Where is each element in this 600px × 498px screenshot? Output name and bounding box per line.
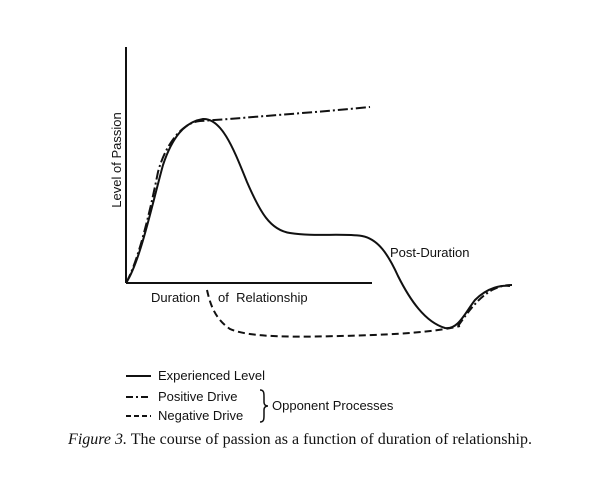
legend-brace <box>259 389 269 423</box>
legend-negative-label: Negative Drive <box>158 408 243 423</box>
x-axis-label-duration: Duration <box>151 290 200 305</box>
y-axis-label: Level of Passion <box>109 112 124 207</box>
experienced-level-curve <box>125 117 511 330</box>
legend-positive-label: Positive Drive <box>158 389 237 404</box>
x-axis-label-relationship: of Relationship <box>218 290 308 305</box>
positive-drive-curve <box>125 106 371 284</box>
figure-number: Figure 3. <box>68 431 127 448</box>
figure-caption: Figure 3. The course of passion as a fun… <box>0 431 600 449</box>
recovery-positive-curve <box>457 284 513 327</box>
caption-text: The course of passion as a function of d… <box>127 431 532 448</box>
post-duration-label: Post-Duration <box>390 245 469 260</box>
negative-drive-curve <box>206 289 461 338</box>
legend-opponent-label: Opponent Processes <box>272 398 394 413</box>
legend-experienced-label: Experienced Level <box>158 368 265 383</box>
